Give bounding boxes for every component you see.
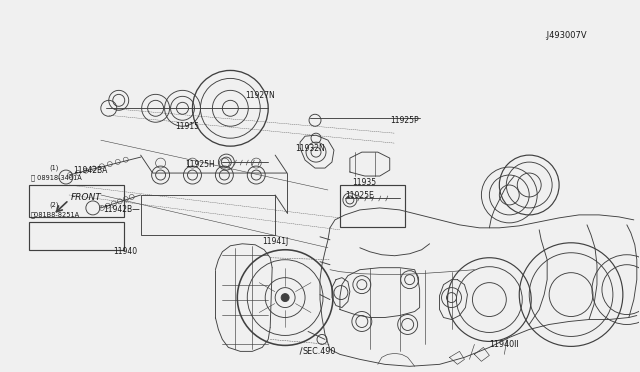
Text: 11925E: 11925E <box>345 192 374 201</box>
Text: 11932N: 11932N <box>295 144 325 153</box>
Text: SEC.490: SEC.490 <box>302 347 335 356</box>
Text: 11940: 11940 <box>113 247 137 256</box>
Text: FRONT: FRONT <box>71 193 102 202</box>
Bar <box>340 185 404 227</box>
Text: (1): (1) <box>49 165 58 171</box>
Text: .J493007V: .J493007V <box>544 31 587 40</box>
Text: 11942BA: 11942BA <box>73 166 108 174</box>
Text: Ⓝ 08918-3401A: Ⓝ 08918-3401A <box>31 175 82 181</box>
Text: 11925P: 11925P <box>390 116 419 125</box>
Text: 11941J: 11941J <box>262 237 289 246</box>
Bar <box>141 195 275 235</box>
Text: 11935: 11935 <box>352 177 376 186</box>
Text: 11915: 11915 <box>175 122 200 131</box>
Text: Ⓑ081B8-8251A: Ⓑ081B8-8251A <box>31 212 80 218</box>
Text: 11925H: 11925H <box>186 160 215 169</box>
Bar <box>29 185 124 217</box>
Text: 11927N: 11927N <box>245 91 275 100</box>
Text: 11940II: 11940II <box>490 340 519 349</box>
Bar <box>29 222 124 250</box>
Text: (2): (2) <box>49 202 58 208</box>
Circle shape <box>281 294 289 302</box>
Text: 11942B—: 11942B— <box>103 205 140 214</box>
